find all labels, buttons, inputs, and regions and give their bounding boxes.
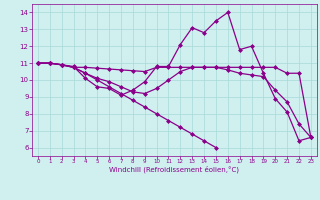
X-axis label: Windchill (Refroidissement éolien,°C): Windchill (Refroidissement éolien,°C) [109, 166, 239, 173]
